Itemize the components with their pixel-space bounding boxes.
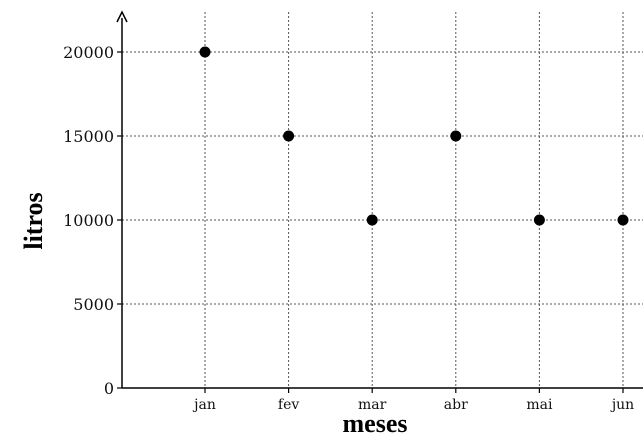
y-axis-title: litros bbox=[19, 192, 48, 249]
x-axis-title: meses bbox=[343, 409, 408, 436]
data-point-jan bbox=[199, 46, 211, 58]
y-tick-label: 15000 bbox=[63, 127, 114, 146]
x-tick-labels: jan fev mar abr mai jun bbox=[192, 388, 634, 413]
x-tick-label: jun bbox=[610, 397, 634, 413]
data-points bbox=[199, 46, 629, 226]
y-tick-labels: 0 5000 10000 15000 20000 bbox=[63, 43, 122, 398]
y-tick-label: 5000 bbox=[73, 295, 114, 314]
grid bbox=[122, 12, 643, 388]
x-tick-label: mai bbox=[526, 397, 553, 413]
y-axis-arrow bbox=[116, 10, 128, 23]
data-point-fev bbox=[283, 130, 295, 142]
y-tick-label: 20000 bbox=[63, 43, 114, 62]
x-tick-label: jan bbox=[192, 397, 216, 413]
data-point-abr bbox=[450, 130, 462, 142]
x-tick-label: mar bbox=[358, 397, 387, 413]
y-tick-label: 0 bbox=[104, 379, 114, 398]
data-point-jun bbox=[617, 214, 629, 226]
x-tick-label: abr bbox=[444, 397, 468, 413]
x-tick-label: fev bbox=[278, 397, 299, 413]
data-point-mar bbox=[366, 214, 378, 226]
data-point-mai bbox=[533, 214, 545, 226]
y-tick-label: 10000 bbox=[63, 211, 114, 230]
axes bbox=[116, 10, 643, 389]
